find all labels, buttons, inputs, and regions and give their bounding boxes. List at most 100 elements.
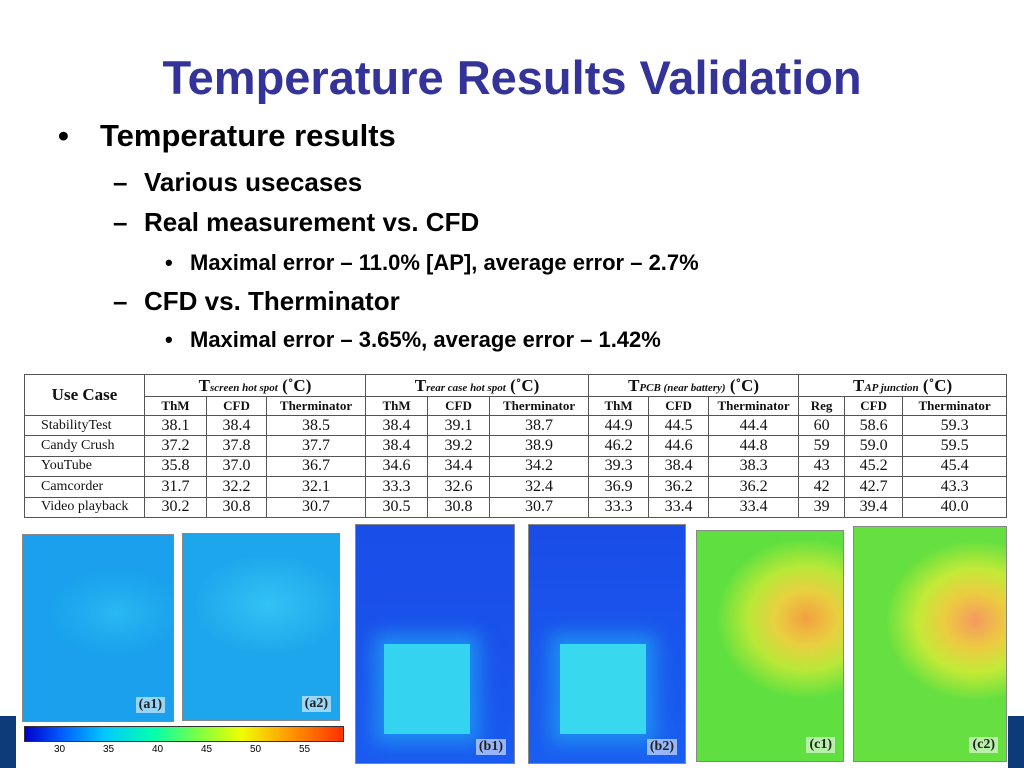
panel-label: (c2) [969,737,998,753]
table-cell: 32.6 [427,476,491,498]
group-symbol: T [198,375,210,395]
table-cell: 33.4 [708,496,800,519]
col-header: Therminator [708,396,800,416]
group-symbol: T [853,375,865,395]
col-header: CFD [206,396,267,416]
table-cell: 44.4 [708,414,800,437]
table-cell: 30.7 [489,496,590,519]
use-case-name: Camcorder [24,476,145,498]
table-cell: 45.2 [844,455,904,478]
table-cell: 38.5 [265,414,367,437]
table-cell: 34.4 [427,455,491,478]
bullet-marker: • [58,118,69,153]
table-cell: 39 [798,496,846,519]
table-cell: 38.7 [489,414,590,437]
use-case-name: StabilityTest [24,414,145,437]
thermal-map-a2: (a2) [182,533,340,721]
table-cell: 37.0 [206,455,267,478]
slide-accent-bar-right [1008,716,1024,768]
table-cell: 38.9 [489,435,590,457]
group-header-rear-case: Trear case hot spot (˚C) [365,373,590,398]
color-scale-tick: 50 [250,744,262,755]
thermal-map-a1: (a1) [22,534,174,722]
table-cell: 30.2 [144,496,207,519]
subsubbullet-text: Maximal error – 3.65%, average error – 1… [190,327,661,352]
use-case-name: Video playback [24,496,145,519]
table-row: YouTube 35.8 37.0 36.7 34.6 34.4 34.2 39.3 38.4 3… [24,455,1008,478]
group-subscript: AP junction [864,381,919,394]
group-unit: (˚C) [510,375,540,395]
table-cell: 37.2 [144,435,207,457]
table-cell: 36.7 [265,455,367,478]
table-cell: 40.0 [902,496,1008,519]
table-cell: 36.2 [708,476,800,498]
table-cell: 45.4 [902,455,1008,478]
group-symbol: T [628,375,640,395]
panel-label: (a1) [135,697,165,713]
bullet-text: Temperature results [100,118,396,153]
table-cell: 42 [798,476,846,498]
table-cell: 33.3 [588,496,650,519]
table-cell: 39.1 [427,414,491,437]
dash-marker: – [113,286,128,316]
table-cell: 34.6 [365,455,429,478]
color-scale-bar [24,726,344,742]
panel-label: (b2) [646,739,677,755]
use-case-name: YouTube [24,455,145,478]
table-cell: 38.1 [144,414,207,437]
color-scale-tick: 35 [103,744,115,755]
color-scale-tick: 45 [201,744,213,755]
col-header: ThM [588,396,650,416]
table-cell: 39.2 [427,435,491,457]
table-cell: 44.9 [588,414,650,437]
color-scale-tick: 40 [152,744,164,755]
table-cell: 32.2 [206,476,267,498]
table-cell: 44.8 [708,435,800,457]
group-header-pcb: TPCB (near battery) (˚C) [588,373,800,398]
thermal-map-c1: (c1) [696,530,844,762]
table-cell: 32.1 [265,476,367,498]
table-cell: 30.8 [427,496,491,519]
thermal-map-b2: (b2) [528,524,686,764]
subbullet-text: Real measurement vs. CFD [144,207,480,237]
table-cell: 59 [798,435,846,457]
table-cell: 30.5 [365,496,429,519]
subsubbullet-text: Maximal error – 11.0% [AP], average erro… [190,250,699,275]
col-header: CFD [427,396,491,416]
table-cell: 37.8 [206,435,267,457]
subbullet-text: CFD vs. Therminator [144,286,400,316]
slide-accent-bar-left [0,716,16,768]
table-row: Candy Crush 37.2 37.8 37.7 38.4 39.2 38.9 46.2 4… [24,435,1008,457]
panel-label: (a2) [301,696,331,712]
dash-marker: – [113,207,128,237]
group-unit: (˚C) [282,375,312,395]
hotspot-region [384,644,470,735]
dash-marker: – [113,167,128,197]
table-cell: 38.3 [708,455,800,478]
table-cell: 60 [798,414,846,437]
bullet-marker: • [165,250,173,275]
table-cell: 44.5 [648,414,710,437]
table-cell: 35.8 [144,455,207,478]
table-cell: 36.2 [648,476,710,498]
table-cell: 30.8 [206,496,267,519]
col-header: Therminator [902,396,1008,416]
table-cell: 38.4 [365,414,429,437]
thermal-map-b1: (b1) [355,524,515,764]
slide-title: Temperature Results Validation [162,51,862,104]
table-row: StabilityTest 38.1 38.4 38.5 38.4 39.1 38.7 44.… [24,414,1008,437]
table-cell: 38.4 [206,414,267,437]
temperature-table: Use Case Tscreen hot spot (˚C) Trear cas… [24,373,1008,519]
table-cell: 31.7 [144,476,207,498]
group-header-ap-junction: TAP junction (˚C) [798,373,1008,398]
color-scale-tick: 55 [299,744,311,755]
col-header: CFD [648,396,710,416]
table-cell: 44.6 [648,435,710,457]
table-cell: 59.5 [902,435,1008,457]
col-header: CFD [844,396,904,416]
group-symbol: T [414,375,427,395]
table-cell: 34.2 [489,455,590,478]
group-subscript: PCB (near battery) [639,381,726,394]
table-cell: 33.3 [365,476,429,498]
table-cell: 36.9 [588,476,650,498]
